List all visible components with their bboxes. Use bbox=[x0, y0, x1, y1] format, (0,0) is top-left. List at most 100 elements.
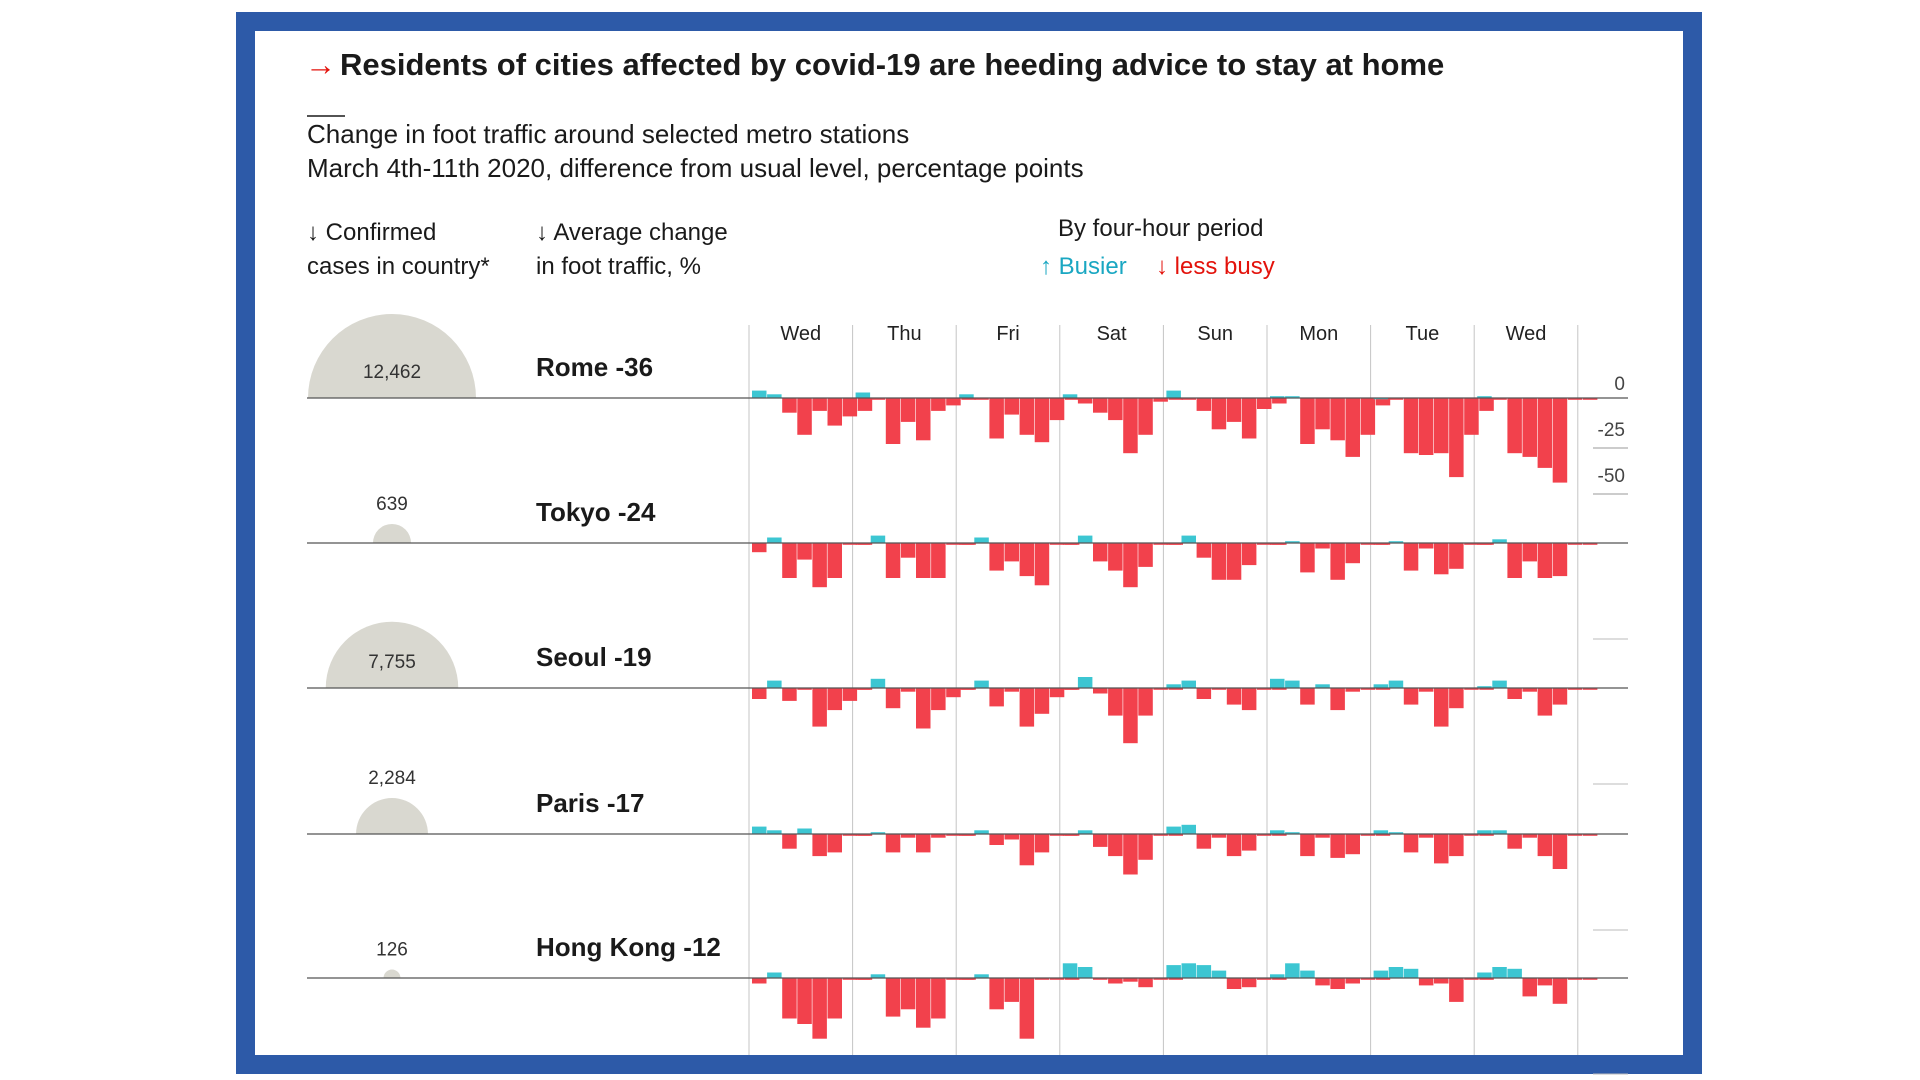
bar bbox=[900, 543, 916, 558]
bar bbox=[842, 398, 858, 417]
bar bbox=[855, 978, 871, 980]
bar bbox=[1330, 398, 1345, 441]
bar bbox=[812, 978, 827, 1039]
bar bbox=[1272, 398, 1287, 404]
bar bbox=[1138, 398, 1153, 435]
bar bbox=[1093, 834, 1108, 847]
legend-less-label: less busy bbox=[1175, 253, 1275, 280]
bar bbox=[1449, 543, 1464, 569]
bar bbox=[797, 543, 812, 560]
bar bbox=[1479, 834, 1494, 836]
bar bbox=[931, 543, 946, 578]
bar bbox=[1477, 972, 1492, 978]
bar bbox=[916, 834, 931, 853]
cases-bubble bbox=[356, 798, 428, 834]
bar bbox=[752, 978, 767, 984]
bar bbox=[1300, 398, 1315, 444]
bar bbox=[842, 834, 858, 836]
bar bbox=[1345, 688, 1360, 692]
bar bbox=[827, 543, 842, 578]
bar bbox=[1049, 688, 1065, 698]
bar bbox=[1211, 543, 1227, 580]
bar bbox=[1375, 398, 1391, 406]
bar bbox=[1108, 543, 1123, 571]
bar bbox=[870, 832, 886, 834]
bar bbox=[1272, 978, 1287, 980]
bar bbox=[827, 978, 842, 1019]
bar bbox=[900, 978, 916, 1010]
day-label-mon: Mon bbox=[1299, 323, 1338, 345]
bar bbox=[946, 398, 961, 406]
city-label: Seoul -19 bbox=[536, 642, 652, 672]
bar bbox=[1153, 543, 1168, 545]
day-label-sun: Sun bbox=[1197, 323, 1233, 345]
bar bbox=[1552, 398, 1568, 483]
bar bbox=[827, 398, 842, 426]
bar bbox=[1196, 834, 1212, 849]
bar bbox=[1034, 834, 1050, 853]
bar bbox=[1315, 834, 1330, 838]
avg-header-text1: Average change bbox=[553, 219, 727, 246]
bar bbox=[1285, 832, 1300, 834]
bar bbox=[1449, 978, 1464, 1002]
y-tick-label: 0 bbox=[1614, 374, 1625, 395]
bar bbox=[1315, 398, 1330, 430]
bar bbox=[1552, 543, 1568, 577]
bar bbox=[1567, 834, 1583, 836]
cases-header-line2: cases in country* bbox=[307, 253, 490, 280]
bar bbox=[1375, 688, 1391, 690]
bar bbox=[1123, 834, 1138, 875]
bar bbox=[959, 543, 974, 545]
bar bbox=[1388, 967, 1404, 978]
cases-label: 2,284 bbox=[368, 768, 416, 789]
bar bbox=[1093, 978, 1108, 980]
bar bbox=[1360, 398, 1376, 435]
bar bbox=[1345, 543, 1360, 564]
bar bbox=[1138, 978, 1153, 988]
period-header: By four-hour period bbox=[1058, 215, 1263, 242]
bar bbox=[1403, 398, 1419, 454]
bar bbox=[1567, 398, 1583, 400]
bar bbox=[1138, 543, 1153, 567]
bar bbox=[1153, 978, 1168, 980]
bar bbox=[1062, 543, 1078, 545]
bar bbox=[974, 974, 989, 978]
bar bbox=[855, 543, 871, 545]
bar bbox=[1153, 398, 1168, 402]
cases-label: 12,462 bbox=[363, 362, 421, 383]
bar bbox=[1403, 688, 1419, 705]
bar bbox=[885, 543, 901, 578]
bar bbox=[812, 688, 827, 727]
bar bbox=[1226, 398, 1242, 422]
day-label-fri: Fri bbox=[996, 323, 1019, 345]
bar bbox=[961, 398, 976, 400]
bar bbox=[885, 978, 901, 1017]
bar bbox=[916, 398, 931, 441]
bar bbox=[1418, 688, 1434, 692]
down-arrow-icon: ↓ bbox=[307, 219, 326, 246]
bar bbox=[1582, 834, 1598, 836]
bar bbox=[1153, 834, 1168, 836]
headline-arrow-icon: → bbox=[305, 47, 336, 82]
bar bbox=[1108, 978, 1123, 984]
bar bbox=[959, 834, 974, 836]
bar bbox=[855, 688, 871, 690]
bar bbox=[1168, 688, 1183, 690]
bar bbox=[1315, 978, 1330, 986]
bar bbox=[1373, 543, 1389, 545]
bar bbox=[1330, 543, 1345, 580]
bar bbox=[1093, 688, 1108, 694]
bar bbox=[1345, 834, 1360, 855]
bar bbox=[752, 543, 767, 553]
bar bbox=[1360, 978, 1376, 980]
cases-header-line1: ↓ Confirmed bbox=[307, 219, 436, 246]
bar bbox=[1434, 398, 1449, 454]
bar bbox=[1034, 978, 1050, 980]
bar bbox=[1226, 543, 1242, 580]
city-label: Tokyo -24 bbox=[536, 497, 656, 527]
day-label-tue: Tue bbox=[1406, 323, 1440, 345]
bar bbox=[1537, 688, 1553, 716]
bar bbox=[1241, 834, 1257, 851]
bar bbox=[1196, 688, 1212, 699]
bar bbox=[782, 688, 797, 701]
